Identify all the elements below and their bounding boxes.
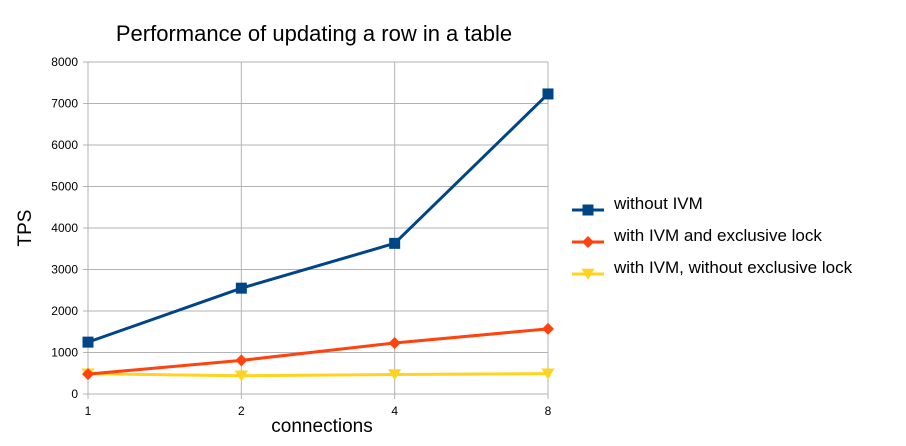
- data-point: [541, 368, 555, 380]
- legend-label: without IVM: [613, 194, 703, 213]
- y-tick-label: 7000: [51, 97, 78, 111]
- data-point: [389, 237, 401, 249]
- data-point: [234, 370, 248, 382]
- legend-label: with IVM and exclusive lock: [613, 226, 822, 245]
- y-axis-label: TPS: [15, 210, 36, 247]
- y-tick-label: 5000: [51, 180, 78, 194]
- y-tick-label: 2000: [51, 304, 78, 318]
- y-tick-label: 4000: [51, 221, 78, 235]
- legend-marker: [581, 268, 595, 280]
- series-line: [87, 92, 550, 344]
- y-tick-label: 1000: [51, 346, 78, 360]
- plot-area: 0 1000 2000 3000 4000 5000 6000 7000 8000 1 2 4 8: [51, 55, 555, 418]
- y-tick-label: 6000: [51, 138, 78, 152]
- legend: without IVM with IVM and exclusive lock wi…: [572, 194, 853, 280]
- legend-label: with IVM, without exclusive lock: [613, 258, 853, 277]
- data-point: [542, 88, 554, 100]
- legend-marker: [582, 204, 594, 216]
- x-tick-label: 4: [391, 404, 398, 418]
- data-point: [235, 282, 247, 294]
- x-tick-label: 1: [85, 404, 92, 418]
- x-tick-label: 8: [545, 404, 552, 418]
- y-tick-label: 3000: [51, 263, 78, 277]
- legend-marker: [582, 236, 594, 248]
- data-point: [82, 336, 94, 348]
- data-point: [388, 336, 401, 349]
- chart-title: Performance of updating a row in a table: [116, 21, 512, 46]
- x-tick-label: 2: [238, 404, 245, 418]
- y-tick-label: 0: [71, 387, 78, 401]
- data-point: [542, 322, 554, 335]
- data-point: [235, 354, 248, 367]
- x-axis-label: connections: [271, 416, 372, 437]
- data-point: [388, 369, 402, 381]
- series-line: [87, 327, 549, 376]
- series-line: [87, 372, 549, 378]
- y-tick-label: 8000: [51, 55, 78, 69]
- data-point: [82, 368, 94, 381]
